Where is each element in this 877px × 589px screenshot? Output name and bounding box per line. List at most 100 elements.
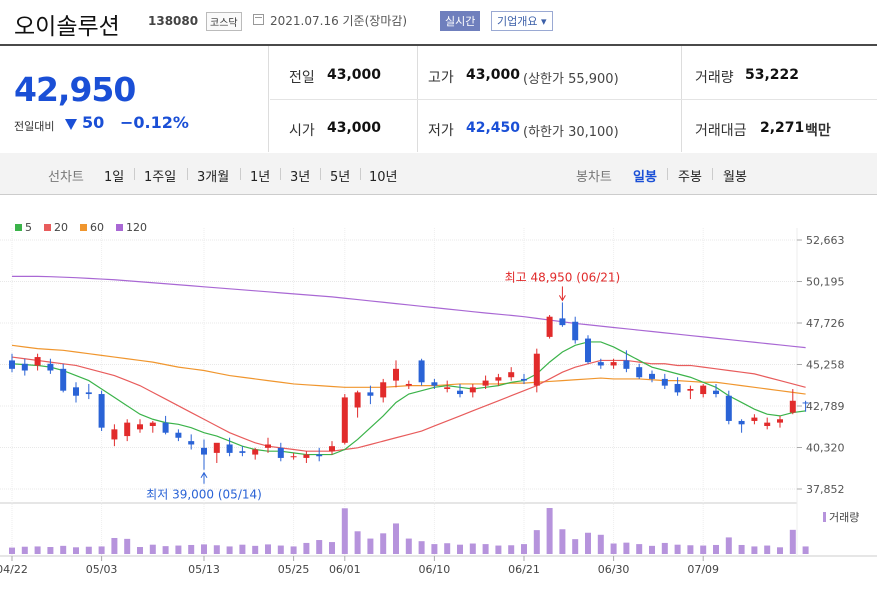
candle: [60, 368, 67, 391]
volume-bar: [213, 545, 220, 554]
candle: [623, 360, 630, 369]
tab-5y[interactable]: 5년: [330, 170, 351, 185]
volume-bar: [9, 547, 15, 554]
calendar-icon: [253, 14, 264, 25]
x-tick-label: 06/10: [419, 563, 451, 576]
volume-label: 거래량: [695, 70, 734, 86]
candle: [329, 446, 335, 452]
price-summary: 42,950 전일대비 50 −0.12% 전일 43,000 고가 43,00…: [0, 44, 877, 155]
volume-bar: [226, 546, 233, 554]
candle: [789, 400, 796, 413]
volume-bar: [789, 529, 796, 554]
x-tick-label: 06/21: [508, 563, 540, 576]
legend-swatch: [116, 224, 123, 231]
volume-bar: [482, 544, 489, 554]
line-chart-label: 선차트: [48, 170, 84, 185]
company-overview-dropdown[interactable]: 기업개요 ▾: [491, 11, 553, 31]
candle: [495, 377, 502, 381]
legend-label: 120: [126, 221, 147, 234]
x-tick-label: 07/09: [687, 563, 719, 576]
y-tick-label: 45,258: [806, 359, 845, 372]
amount-label: 거래대금: [695, 123, 747, 139]
candle: [674, 383, 681, 393]
ma5-line: [11, 341, 806, 456]
realtime-button[interactable]: 실시간: [440, 11, 481, 31]
tab-3y[interactable]: 3년: [290, 170, 311, 185]
diff-label: 전일대비: [14, 120, 55, 133]
volume-bar: [188, 544, 195, 554]
candle: [149, 422, 156, 426]
volume-bar: [687, 545, 694, 554]
candle: [226, 444, 233, 453]
volume-bar: [636, 544, 643, 554]
tab-daily[interactable]: 일봉: [633, 170, 657, 185]
tab-10y[interactable]: 10년: [369, 170, 398, 185]
tab-1y[interactable]: 1년: [250, 170, 271, 185]
market-badge: 코스닥: [206, 12, 242, 31]
volume-bar: [661, 542, 668, 554]
volume-bar: [623, 542, 630, 554]
volume-bar: [162, 546, 169, 554]
low-value: 42,450: [466, 120, 521, 136]
tab-1d[interactable]: 1일: [104, 170, 125, 185]
legend-swatch: [15, 224, 22, 231]
volume-bar: [354, 531, 361, 554]
prev-close-value: 43,000: [327, 67, 382, 83]
x-tick-label: 05/03: [86, 563, 118, 576]
candle: [597, 362, 604, 366]
lower-limit: (하한가 30,100): [523, 125, 619, 140]
candle: [239, 451, 246, 453]
candle: [610, 362, 617, 366]
volume-bar: [111, 537, 118, 554]
candle: [21, 363, 28, 371]
divider: [187, 168, 188, 180]
volume-bar: [597, 534, 604, 554]
diff-value: 50: [82, 113, 105, 132]
volume-bar: [777, 547, 783, 554]
volume-bar: [265, 544, 271, 554]
candle: [508, 372, 515, 378]
candle: [124, 422, 131, 437]
tab-1w[interactable]: 1주일: [144, 170, 177, 185]
volume-bar: [124, 538, 131, 554]
y-tick-label: 37,852: [806, 483, 845, 496]
high-arrow-head: [558, 295, 566, 302]
divider: [270, 99, 877, 100]
candle: [764, 422, 771, 426]
candle: [546, 316, 553, 337]
candle: [303, 454, 310, 458]
volume-bar: [60, 545, 67, 554]
candle: [162, 422, 169, 433]
candle: [34, 357, 41, 366]
candle: [73, 387, 79, 396]
candle: [85, 392, 92, 395]
volume-bar: [21, 546, 28, 554]
volume-legend-swatch: [823, 512, 826, 522]
volume-bar: [444, 543, 451, 554]
candle: [98, 394, 105, 428]
y-tick-label: 47,726: [806, 317, 845, 330]
tab-3m[interactable]: 3개월: [197, 170, 230, 185]
volume-bar: [380, 533, 387, 554]
volume-bar: [367, 538, 374, 554]
candlestick-chart: 52,663 50,195 47,726 45,258 42,789 40,320 37,8…: [0, 221, 877, 576]
candle: [213, 442, 220, 453]
candle: [111, 429, 118, 440]
volume-bar: [201, 544, 207, 554]
y-tick-label: 52,663: [806, 234, 845, 247]
candle: [457, 390, 463, 395]
candle: [661, 378, 668, 386]
candle: [175, 432, 182, 438]
candle: [47, 363, 54, 371]
open-value: 43,000: [327, 120, 382, 136]
down-triangle-icon: [65, 119, 77, 130]
legend-swatch: [80, 224, 87, 231]
candle: [252, 449, 259, 455]
volume-bar: [764, 545, 771, 554]
tab-monthly[interactable]: 월봉: [723, 170, 747, 185]
candle: [201, 447, 207, 455]
divider: [134, 168, 135, 180]
tab-weekly[interactable]: 주봉: [678, 170, 702, 185]
candle: [687, 389, 694, 391]
volume-bar: [252, 545, 259, 554]
